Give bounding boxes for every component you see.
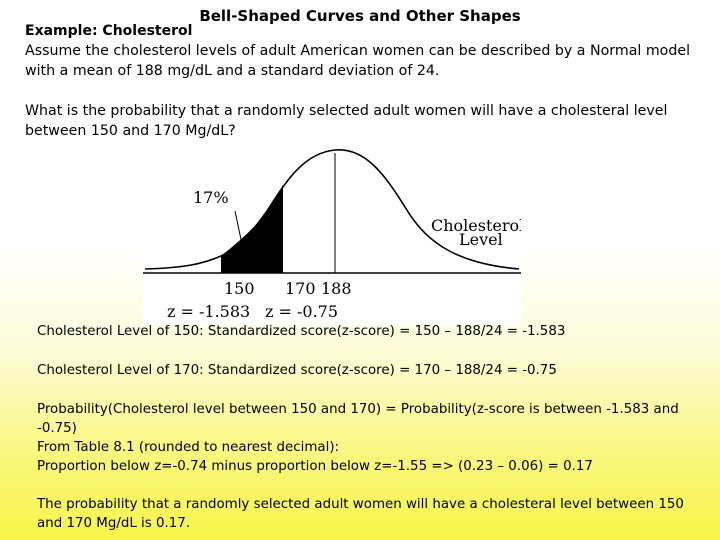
calc-line-150: Cholesterol Level of 150: Standardized s… [37,324,566,339]
intro-paragraph: Assume the cholesterol levels of adult A… [25,43,691,79]
slide-title: Bell-Shaped Curves and Other Shapes [199,7,521,25]
normal-curve-figure: 17% Cholesterol Level 150 170 188 z = -1… [143,145,521,325]
normal-curve-svg: 17% Cholesterol Level 150 170 188 z = -1… [143,149,521,321]
question-paragraph: What is the probability that a randomly … [25,103,668,139]
tick-label-150: 150 [224,279,255,298]
z-label-right: z = -0.75 [265,302,338,321]
z-label-left: z = -1.583 [167,302,250,321]
calc-line-probability: Probability(Cholesterol level between 15… [37,402,679,436]
calc-table-line1: From Table 8.1 (rounded to nearest decim… [37,440,340,455]
calc-table-line2: Proportion below z=-0.74 minus proportio… [37,459,593,474]
axis-label-line1: Cholesterol [431,216,521,235]
tick-label-170: 170 [285,279,316,298]
calc-line-170: Cholesterol Level of 170: Standardized s… [37,363,557,378]
percent-label: 17% [193,188,229,207]
tick-label-188: 188 [321,279,352,298]
example-heading: Example: Cholesterol [25,23,193,39]
shaded-area-150-170 [221,185,283,273]
axis-label-line2: Level [459,230,503,249]
percent-pointer [234,210,244,250]
bell-curve [144,149,520,270]
calc-table-block: From Table 8.1 (rounded to nearest decim… [37,438,697,476]
conclusion-paragraph: The probability that a randomly selected… [37,497,684,531]
